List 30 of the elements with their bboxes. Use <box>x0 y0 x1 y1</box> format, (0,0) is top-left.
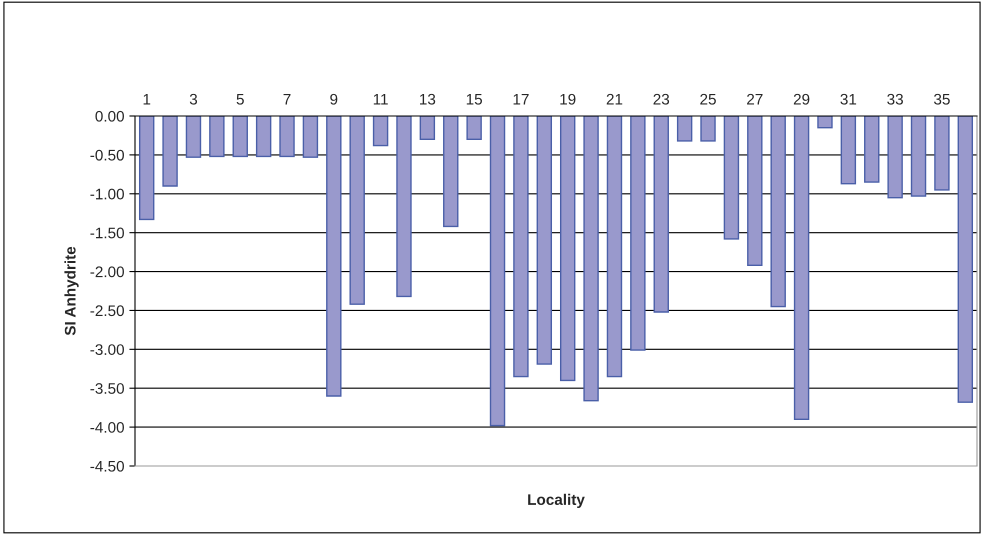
x-tick-label: 3 <box>190 94 198 105</box>
y-tick-label: -2.00 <box>90 266 124 278</box>
x-tick-label: 15 <box>466 94 482 105</box>
x-tick-label: 11 <box>374 94 388 104</box>
x-tick-label: 17 <box>514 94 529 104</box>
y-tick-label: -1.00 <box>90 188 124 200</box>
x-tick-label: 9 <box>330 94 338 105</box>
y-tick-label: -3.50 <box>90 383 124 394</box>
x-tick-label: 23 <box>654 94 670 105</box>
y-axis-title: SI Anhydrite <box>64 246 79 336</box>
x-axis-title: Locality <box>528 494 585 508</box>
y-tick-label: -1.50 <box>90 228 124 238</box>
y-tick-label: -0.50 <box>90 150 124 161</box>
x-tick-label: 7 <box>284 94 291 104</box>
y-tick-label: -2.50 <box>90 305 124 316</box>
x-tick-label: 31 <box>840 94 856 105</box>
y-tick-label: -4.50 <box>90 460 124 472</box>
x-tick-label: 21 <box>606 94 622 104</box>
x-tick-label: 33 <box>887 94 903 105</box>
y-tick-label: 0.00 <box>95 110 124 122</box>
x-tick-label: 1 <box>144 94 150 104</box>
x-tick-label: 27 <box>747 94 763 104</box>
y-tick-label: -4.00 <box>90 422 124 433</box>
x-tick-label: 25 <box>700 94 716 105</box>
x-tick-label: 13 <box>420 94 436 105</box>
y-tick-label: -3.00 <box>90 344 124 356</box>
x-tick-label: 5 <box>236 94 244 105</box>
x-tick-label: 29 <box>794 94 810 105</box>
x-tick-label: 19 <box>560 94 576 105</box>
x-tick-label: 35 <box>934 94 950 105</box>
